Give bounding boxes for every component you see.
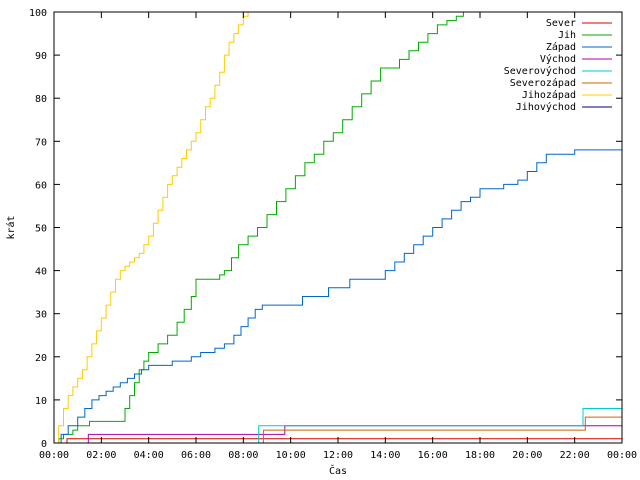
legend-label: Jihozápad — [522, 89, 576, 101]
x-tick-labels: 00:00 02:00 04:00 06:00 08:00 10:00 12:00 14:00… — [39, 450, 637, 461]
y-tick-label: 80 — [35, 94, 47, 105]
y-tick-label: 10 — [35, 396, 47, 407]
y-tick-label: 30 — [35, 310, 47, 321]
x-tick-label: 00:00 — [607, 450, 637, 461]
x-tick-label: 20:00 — [512, 450, 542, 461]
series-line-2 — [54, 145, 623, 444]
x-axis-title: Čas — [329, 464, 347, 477]
x-tick-label: 16:00 — [418, 450, 448, 461]
y-axis-title: krát — [5, 215, 17, 239]
y-tick-label: 50 — [35, 224, 47, 235]
x-tick-label: 22:00 — [560, 450, 590, 461]
y-tick-label: 100 — [29, 8, 47, 19]
y-tick-label: 70 — [35, 137, 47, 148]
x-tick-label: 00:00 — [39, 450, 69, 461]
y-tick-label: 0 — [41, 439, 47, 450]
legend-label: Západ — [546, 41, 576, 53]
y-tick-label: 90 — [35, 51, 47, 62]
legend-label: Jihovýchod — [516, 101, 576, 113]
series-line-1 — [54, 11, 622, 444]
x-tick-label: 08:00 — [228, 450, 258, 461]
x-tick-label: 10:00 — [276, 450, 306, 461]
y-tick-label: 20 — [35, 353, 47, 364]
x-tick-label: 14:00 — [370, 450, 400, 461]
legend-label: Severovýchod — [504, 65, 576, 77]
y-tick-label: 40 — [35, 267, 47, 278]
x-tick-label: 04:00 — [134, 450, 164, 461]
ticks — [53, 11, 623, 444]
x-tick-label: 12:00 — [323, 450, 353, 461]
series-line-6 — [54, 11, 622, 444]
legend-label: Severozápad — [510, 77, 576, 89]
y-tick-labels: 0 10 20 30 40 50 60 70 80 90 100 — [29, 8, 47, 450]
legend-label: Východ — [540, 53, 576, 65]
y-tick-label: 60 — [35, 180, 47, 191]
legend-label: Jih — [558, 30, 576, 41]
x-tick-label: 18:00 — [465, 450, 495, 461]
legend: SeverJihZápadVýchodSeverovýchodSeverozáp… — [504, 18, 612, 113]
x-tick-label: 06:00 — [181, 450, 211, 461]
x-tick-label: 02:00 — [86, 450, 116, 461]
legend-label: Sever — [546, 18, 576, 29]
